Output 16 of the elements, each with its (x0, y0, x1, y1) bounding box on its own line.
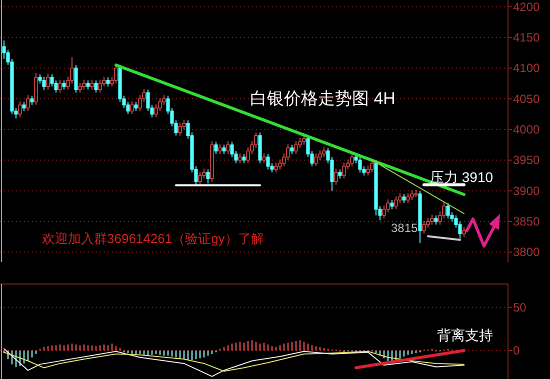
y-tick-label: 3950 (513, 153, 540, 168)
y-tick-label: 3850 (513, 214, 540, 229)
y-tick-label: 4100 (513, 61, 540, 76)
y-tick-label: 4050 (513, 92, 540, 106)
y-tick-label: 3900 (513, 184, 540, 198)
y-tick-label: 50 (513, 300, 527, 314)
annotation: 压力 3910 (430, 169, 494, 185)
y-tick-label: 0 (513, 344, 520, 358)
y-tick-label: 4150 (513, 30, 540, 44)
y-tick-label: 4200 (513, 0, 540, 14)
annotation: 欢迎加入群369614261（验证gy）了解 (42, 231, 264, 246)
annotation: 3815 (391, 221, 418, 235)
text: 白银价格走势图 4H (250, 89, 396, 108)
annotation: 背离支持 (437, 327, 493, 343)
y-tick-label: 4000 (513, 122, 540, 136)
y-tick-label: 3800 (513, 245, 540, 260)
